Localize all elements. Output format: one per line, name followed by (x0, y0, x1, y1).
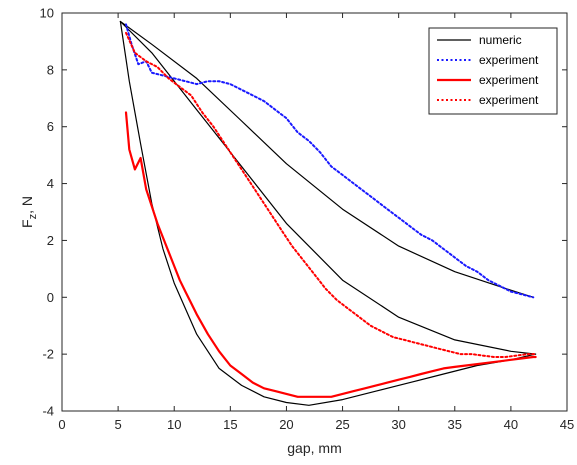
legend-label: numeric (479, 33, 522, 47)
y-axis-title: Fz, N (19, 196, 39, 228)
x-tick-label: 5 (114, 417, 121, 432)
y-tick-label: -2 (42, 347, 54, 362)
y-axis: -4 -2 0 2 4 6 8 10 (40, 6, 567, 419)
y-tick-label: 4 (47, 176, 54, 191)
y-axis-title-subscript: z (27, 214, 39, 220)
y-tick-label: 6 (47, 119, 54, 134)
legend-label: experiment (479, 53, 539, 67)
series-line-5 (125, 31, 537, 358)
y-axis-title-main: F (19, 219, 35, 228)
y-tick-label: 2 (47, 233, 54, 248)
x-tick-label: 0 (58, 417, 65, 432)
x-tick-label: 40 (504, 417, 518, 432)
x-tick-label: 15 (223, 417, 237, 432)
x-axis-title: gap, mm (287, 440, 341, 456)
x-tick-label: 20 (279, 417, 293, 432)
x-tick-label: 45 (560, 417, 574, 432)
y-tick-label: 8 (47, 62, 54, 77)
y-axis-title-unit: , N (19, 196, 35, 214)
legend-label: experiment (479, 93, 539, 107)
legend-box (428, 27, 558, 115)
x-tick-label: 35 (448, 417, 462, 432)
series-line-3 (125, 23, 535, 299)
y-tick-label: 10 (40, 6, 54, 21)
series-line-1 (119, 20, 537, 355)
series-layer (119, 20, 537, 406)
x-tick-label: 30 (391, 417, 405, 432)
y-tick-label: 0 (47, 290, 54, 305)
y-tick-label: -4 (42, 404, 54, 419)
series-line-4 (124, 111, 537, 398)
series-line-0 (119, 20, 534, 298)
legend-label: experiment (479, 73, 539, 87)
legend: numeric experiment experiment experiment (428, 27, 558, 115)
x-axis: 0 5 10 15 20 25 30 35 40 45 (58, 13, 574, 432)
x-tick-label: 10 (167, 417, 181, 432)
plot-frame (61, 12, 568, 412)
x-tick-label: 25 (335, 417, 349, 432)
